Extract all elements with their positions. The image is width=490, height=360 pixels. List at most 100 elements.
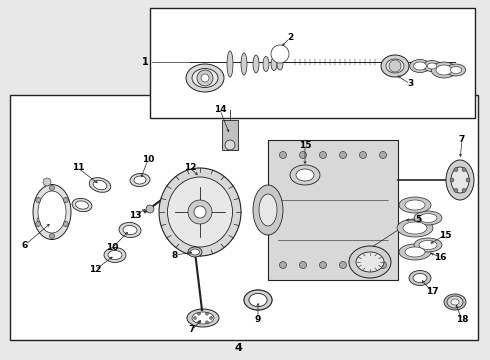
Bar xyxy=(222,120,238,150)
Circle shape xyxy=(63,221,69,226)
Circle shape xyxy=(454,168,458,172)
Circle shape xyxy=(462,168,466,172)
Circle shape xyxy=(466,178,470,182)
Text: 15: 15 xyxy=(439,230,451,239)
Ellipse shape xyxy=(253,55,259,73)
Ellipse shape xyxy=(413,274,427,283)
Circle shape xyxy=(225,140,235,150)
Ellipse shape xyxy=(431,62,457,78)
Ellipse shape xyxy=(447,296,463,308)
Ellipse shape xyxy=(356,252,384,272)
Circle shape xyxy=(49,234,54,238)
Circle shape xyxy=(36,198,41,202)
Circle shape xyxy=(319,261,326,269)
Ellipse shape xyxy=(405,200,425,210)
Circle shape xyxy=(450,178,454,182)
Circle shape xyxy=(201,74,209,82)
Circle shape xyxy=(197,312,200,315)
Circle shape xyxy=(360,261,367,269)
Ellipse shape xyxy=(450,67,462,73)
Text: 13: 13 xyxy=(129,211,141,220)
Ellipse shape xyxy=(263,57,269,72)
Circle shape xyxy=(379,152,387,158)
Ellipse shape xyxy=(188,247,202,257)
Circle shape xyxy=(275,49,285,59)
Ellipse shape xyxy=(423,60,441,72)
Circle shape xyxy=(299,152,307,158)
Circle shape xyxy=(210,316,213,320)
Ellipse shape xyxy=(192,312,214,324)
Circle shape xyxy=(43,178,51,186)
Ellipse shape xyxy=(33,184,71,239)
Text: 14: 14 xyxy=(214,105,226,114)
Circle shape xyxy=(205,312,209,315)
Ellipse shape xyxy=(89,178,111,192)
Text: 7: 7 xyxy=(189,325,195,334)
Ellipse shape xyxy=(405,247,425,257)
Ellipse shape xyxy=(244,290,272,310)
Ellipse shape xyxy=(427,63,437,69)
Ellipse shape xyxy=(397,219,433,237)
Ellipse shape xyxy=(451,299,459,305)
Text: 9: 9 xyxy=(255,315,261,324)
Text: 16: 16 xyxy=(434,252,446,261)
Ellipse shape xyxy=(259,194,277,226)
Ellipse shape xyxy=(241,53,247,75)
Ellipse shape xyxy=(446,160,474,200)
Ellipse shape xyxy=(108,251,122,260)
Text: 11: 11 xyxy=(72,163,84,172)
Ellipse shape xyxy=(386,59,404,73)
Bar xyxy=(10,95,478,340)
Circle shape xyxy=(319,152,326,158)
Ellipse shape xyxy=(419,240,437,249)
Circle shape xyxy=(197,70,213,86)
Circle shape xyxy=(37,217,43,223)
Text: 3: 3 xyxy=(407,80,413,89)
Ellipse shape xyxy=(72,198,92,212)
Ellipse shape xyxy=(253,185,283,235)
Text: 10: 10 xyxy=(142,156,154,165)
Text: 10: 10 xyxy=(106,243,118,252)
Ellipse shape xyxy=(119,222,141,238)
Ellipse shape xyxy=(191,249,199,255)
Text: 12: 12 xyxy=(89,266,101,274)
Ellipse shape xyxy=(186,64,224,92)
Ellipse shape xyxy=(244,290,272,310)
Ellipse shape xyxy=(419,213,437,222)
Bar xyxy=(150,8,475,118)
Circle shape xyxy=(63,198,69,202)
Text: 6: 6 xyxy=(22,240,28,249)
Circle shape xyxy=(360,152,367,158)
Bar xyxy=(268,140,398,280)
Circle shape xyxy=(49,185,54,190)
Circle shape xyxy=(205,321,209,324)
Circle shape xyxy=(194,316,196,320)
Ellipse shape xyxy=(187,309,219,327)
Ellipse shape xyxy=(290,165,320,185)
Circle shape xyxy=(271,45,289,63)
Ellipse shape xyxy=(381,55,409,77)
Ellipse shape xyxy=(249,293,267,306)
Ellipse shape xyxy=(192,68,218,87)
Ellipse shape xyxy=(436,65,452,75)
Circle shape xyxy=(279,261,287,269)
Ellipse shape xyxy=(446,64,466,76)
Text: 15: 15 xyxy=(299,140,311,149)
Ellipse shape xyxy=(410,59,430,72)
Text: 8: 8 xyxy=(172,251,178,260)
Circle shape xyxy=(454,188,458,192)
Ellipse shape xyxy=(38,191,66,233)
Ellipse shape xyxy=(227,51,233,77)
Circle shape xyxy=(462,188,466,192)
Ellipse shape xyxy=(414,211,442,225)
Ellipse shape xyxy=(349,246,391,278)
Circle shape xyxy=(188,200,212,224)
Ellipse shape xyxy=(451,167,469,193)
Ellipse shape xyxy=(159,168,241,256)
Text: 7: 7 xyxy=(459,135,465,144)
Ellipse shape xyxy=(414,238,442,252)
Ellipse shape xyxy=(168,177,232,247)
Text: 12: 12 xyxy=(184,163,196,172)
Text: 2: 2 xyxy=(287,33,293,42)
Ellipse shape xyxy=(399,244,431,260)
